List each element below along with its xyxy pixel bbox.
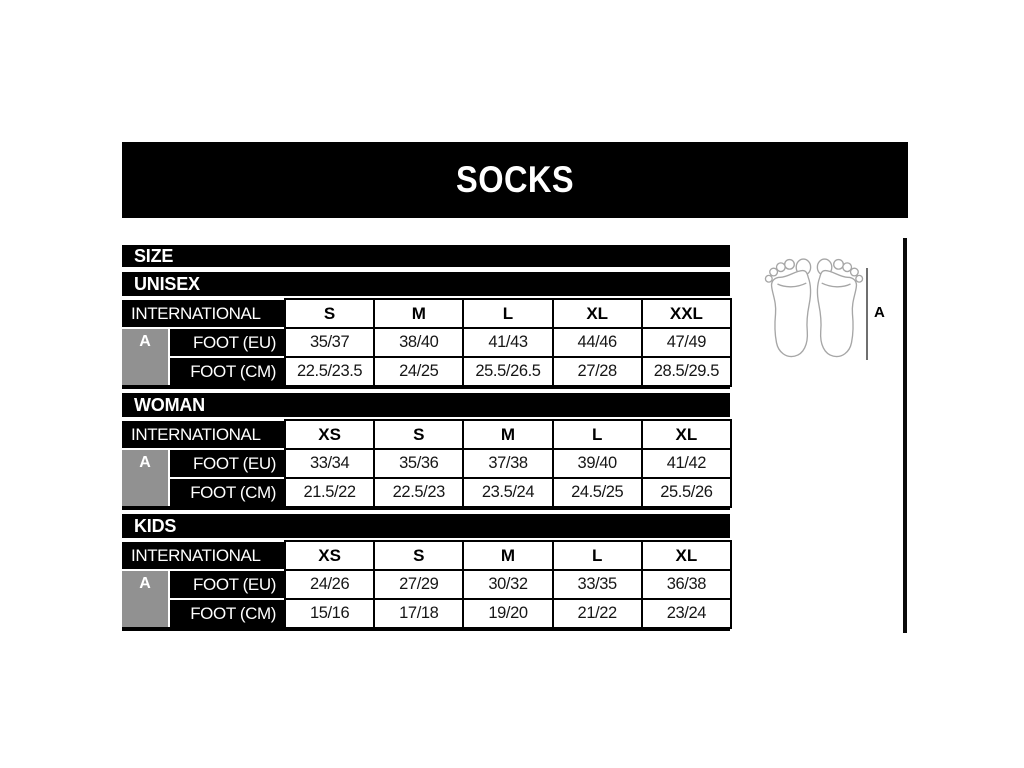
section-bottom-border (122, 627, 730, 631)
size-value-cell: 17/18 (373, 598, 465, 629)
section-grid: INTERNATIONAL XS S M L XL A FOOT (EU) 33… (122, 419, 732, 508)
size-column-header: M (373, 298, 465, 329)
size-value-cell: 30/32 (462, 569, 554, 600)
section-header-unisex: UNISEX (122, 272, 730, 296)
size-column-header: XS (283, 419, 376, 450)
size-column-header: S (373, 419, 465, 450)
section-bottom-border (122, 385, 730, 389)
size-column-header: S (373, 540, 465, 571)
size-value-cell: 28.5/29.5 (640, 356, 732, 387)
size-value-cell: 38/40 (373, 327, 465, 358)
size-column-header: XS (283, 540, 376, 571)
size-value-cell: 33/34 (283, 448, 376, 479)
size-value-cell: 22.5/23.5 (283, 356, 376, 387)
section-header-woman: WOMAN (122, 393, 730, 417)
section-grid: INTERNATIONAL S M L XL XXL A FOOT (EU) 3… (122, 298, 732, 387)
size-value-cell: 23.5/24 (462, 477, 554, 508)
foot-cm-row-label: FOOT (CM) (170, 358, 284, 385)
size-header-bar: SIZE (122, 245, 730, 267)
size-column-header: L (462, 298, 554, 329)
left-foot-icon (764, 258, 812, 358)
section-kids: KIDS INTERNATIONAL XS S M L XL A FOOT (E… (122, 514, 732, 631)
size-column-header: XL (640, 540, 732, 571)
size-value-cell: 21.5/22 (283, 477, 376, 508)
foot-length-measure-line (866, 268, 868, 360)
section-grid: INTERNATIONAL XS S M L XL A FOOT (EU) 24… (122, 540, 732, 629)
foot-eu-row-label: FOOT (EU) (170, 571, 284, 598)
section-woman: WOMAN INTERNATIONAL XS S M L XL A FOOT (… (122, 393, 732, 510)
size-value-cell: 35/37 (283, 327, 376, 358)
foot-eu-row-label: FOOT (EU) (170, 450, 284, 477)
right-foot-icon (816, 258, 864, 358)
size-column-header: L (551, 419, 643, 450)
size-value-cell: 19/20 (462, 598, 554, 629)
section-header-kids: KIDS (122, 514, 730, 538)
size-column-header: XL (551, 298, 643, 329)
measurement-label-a: A (874, 304, 885, 321)
measurement-a-cell: A (122, 450, 168, 506)
size-value-cell: 15/16 (283, 598, 376, 629)
size-value-cell: 24/25 (373, 356, 465, 387)
size-value-cell: 47/49 (640, 327, 732, 358)
international-row-label: INTERNATIONAL (122, 300, 284, 327)
size-value-cell: 25.5/26.5 (462, 356, 554, 387)
size-column-header: XL (640, 419, 732, 450)
international-row-label: INTERNATIONAL (122, 421, 284, 448)
feet-illustration (764, 258, 864, 358)
size-column-header: XXL (640, 298, 732, 329)
section-unisex: UNISEX INTERNATIONAL S M L XL XXL A FOOT… (122, 272, 732, 389)
size-table: SIZE UNISEX INTERNATIONAL S M L XL XXL A… (122, 245, 732, 635)
size-value-cell: 39/40 (551, 448, 643, 479)
foot-cm-row-label: FOOT (CM) (170, 600, 284, 627)
foot-eu-row-label: FOOT (EU) (170, 329, 284, 356)
size-value-cell: 41/42 (640, 448, 732, 479)
size-value-cell: 35/36 (373, 448, 465, 479)
right-vertical-rule (903, 238, 907, 633)
size-value-cell: 36/38 (640, 569, 732, 600)
international-row-label: INTERNATIONAL (122, 542, 284, 569)
size-value-cell: 41/43 (462, 327, 554, 358)
size-value-cell: 27/29 (373, 569, 465, 600)
foot-cm-row-label: FOOT (CM) (170, 479, 284, 506)
size-value-cell: 27/28 (551, 356, 643, 387)
size-value-cell: 24/26 (283, 569, 376, 600)
size-value-cell: 23/24 (640, 598, 732, 629)
chart-title: SOCKS (455, 159, 574, 200)
measurement-a-cell: A (122, 571, 168, 627)
size-column-header: M (462, 540, 554, 571)
size-value-cell: 21/22 (551, 598, 643, 629)
measurement-a-cell: A (122, 329, 168, 385)
size-value-cell: 33/35 (551, 569, 643, 600)
size-value-cell: 24.5/25 (551, 477, 643, 508)
size-value-cell: 22.5/23 (373, 477, 465, 508)
size-column-header: L (551, 540, 643, 571)
size-column-header: S (283, 298, 376, 329)
size-value-cell: 37/38 (462, 448, 554, 479)
chart-title-bar: SOCKS (122, 142, 908, 218)
size-column-header: M (462, 419, 554, 450)
size-value-cell: 44/46 (551, 327, 643, 358)
section-bottom-border (122, 506, 730, 510)
size-value-cell: 25.5/26 (640, 477, 732, 508)
